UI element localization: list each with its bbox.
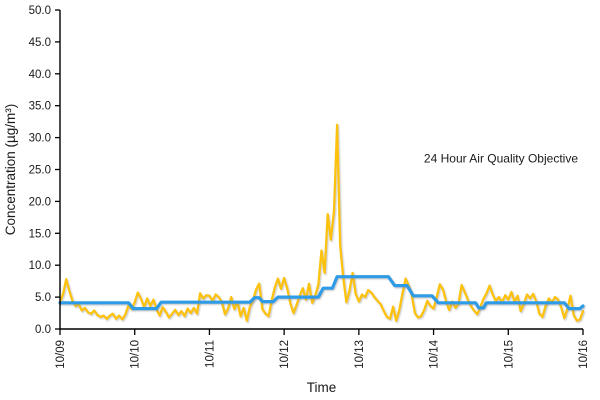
y-tick-label: 50.0 [29,5,51,17]
x-tick-label: 10/12 [279,340,291,369]
y-tick-label: 35.0 [29,101,51,113]
y-tick-label: 0.0 [35,324,51,336]
objective-label: 24 Hour Air Quality Objective [424,152,578,166]
y-tick-label: 30.0 [29,133,51,145]
daily-average-line [58,275,585,311]
x-tick-label: 10/13 [354,340,366,369]
y-tick-label: 5.0 [35,292,51,304]
x-axis-ticks: 10/09 10/10 10/11 10/12 10/13 10/14 10/15 10/16 [55,329,590,369]
y-tick-label: 10.0 [29,260,51,272]
y-tick-label: 40.0 [29,69,51,81]
y-tick-label: 25.0 [29,165,51,177]
x-tick-label: 10/14 [429,339,441,368]
y-axis-ticks: 0.0 5.0 10.0 15.0 20.0 25.0 30.0 35.0 40.0 45.0 50… [29,5,60,336]
x-tick-label: 10/16 [578,340,590,369]
x-tick-label: 10/10 [130,340,142,369]
x-tick-label: 10/11 [204,340,216,368]
y-axis-title: Concentration (µg/m³) [3,104,18,236]
hourly-concentration-line [58,123,585,322]
x-tick-label: 10/09 [55,340,67,369]
x-axis-title: Time [307,380,337,395]
y-tick-label: 15.0 [29,228,51,240]
x-tick-label: 10/15 [503,340,515,369]
y-tick-label: 20.0 [29,196,51,208]
axes-lines [59,10,583,330]
y-tick-label: 45.0 [29,37,51,49]
